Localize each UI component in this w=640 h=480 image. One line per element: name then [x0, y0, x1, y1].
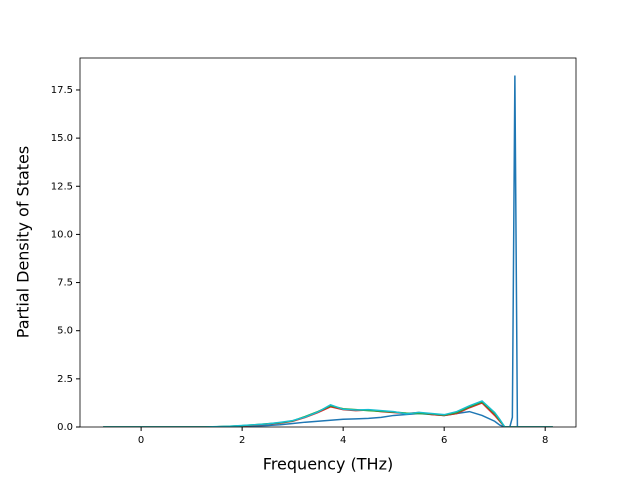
y-tick-label: 15.0 [51, 133, 73, 144]
y-tick-label: 5.0 [57, 326, 73, 337]
y-tick-label: 0.0 [57, 422, 73, 433]
x-tick-label: 6 [441, 435, 447, 446]
x-tick-label: 4 [340, 435, 346, 446]
x-tick-label: 0 [138, 435, 144, 446]
line-series [103, 75, 553, 427]
line-series [103, 401, 553, 427]
y-axis-label: Partial Density of States [14, 146, 33, 338]
x-tick-label: 8 [542, 435, 548, 446]
y-tick-label: 10.0 [51, 229, 73, 240]
line-series [103, 400, 553, 427]
plot-frame [79, 57, 577, 428]
y-tick-label: 7.5 [57, 278, 73, 289]
y-tick-label: 2.5 [57, 374, 73, 385]
y-tick-label: 17.5 [51, 85, 73, 96]
x-tick-label: 2 [239, 435, 245, 446]
x-axis-label: Frequency (THz) [263, 455, 393, 474]
y-tick-label: 12.5 [51, 181, 73, 192]
